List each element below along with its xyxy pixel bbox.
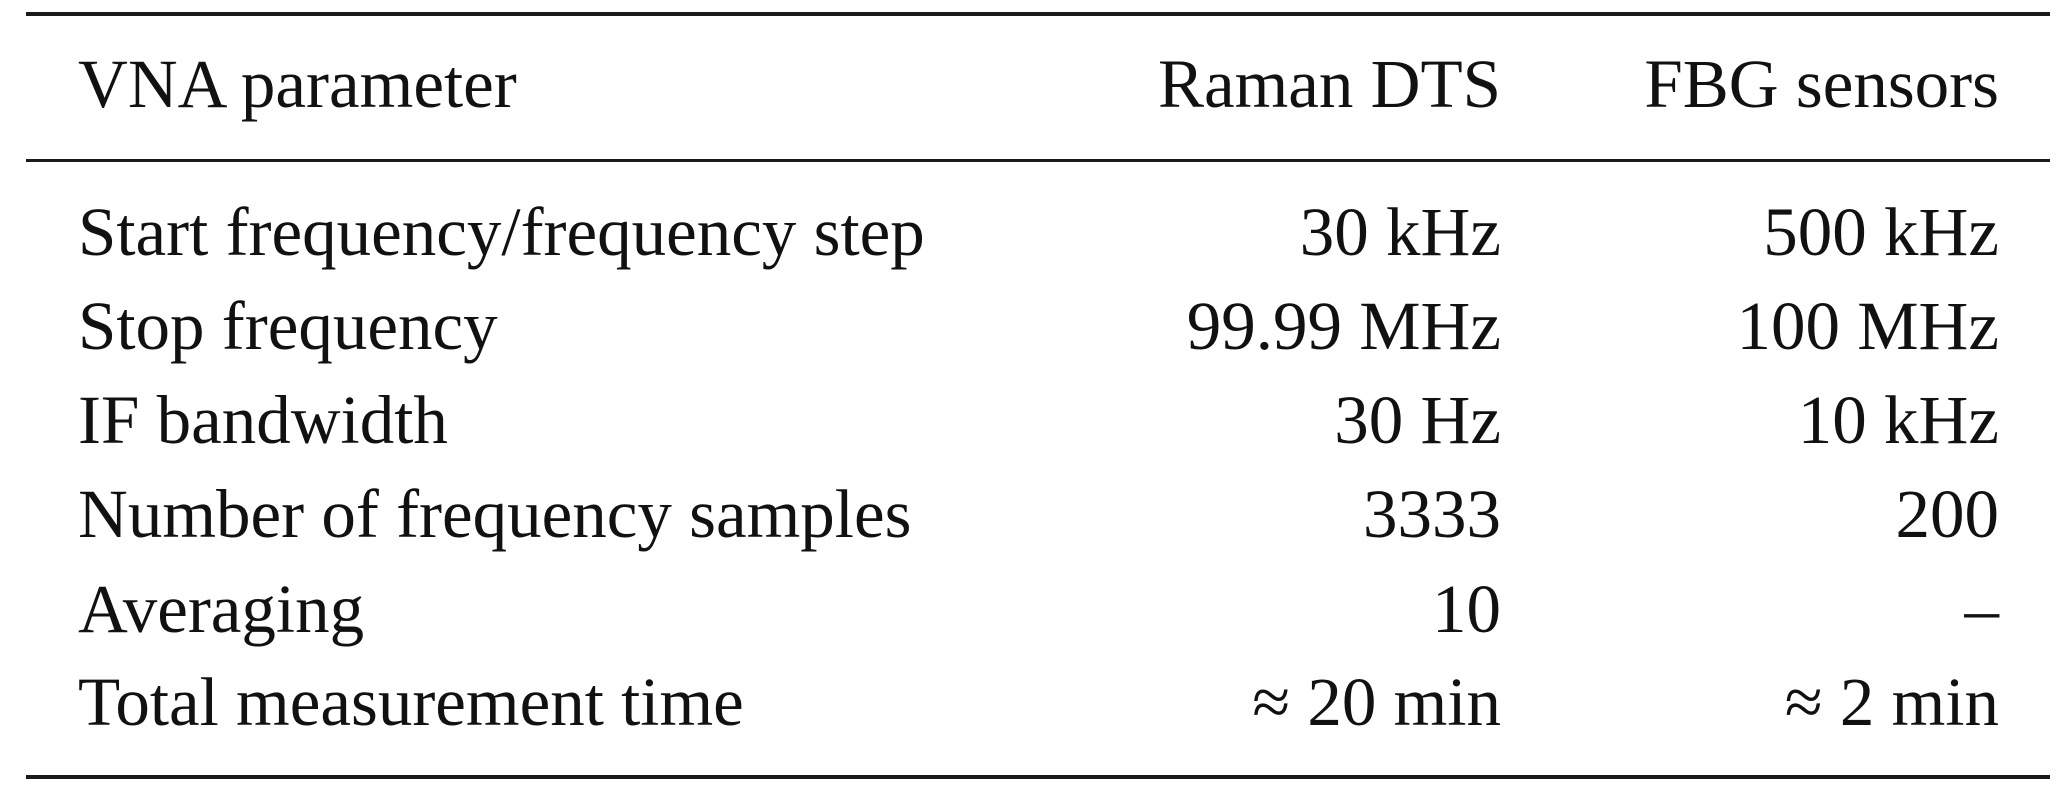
row-parameter-label: Stop frequency bbox=[78, 288, 498, 364]
row-parameter-label: Averaging bbox=[78, 571, 365, 647]
row-raman-value: 30 Hz bbox=[1334, 382, 1501, 458]
row-raman-value: 30 kHz bbox=[1299, 194, 1501, 270]
header-raman-dts: Raman DTS bbox=[1157, 46, 1501, 122]
row-parameter-label: Start frequency/frequency step bbox=[78, 194, 925, 270]
header-vna-parameter: VNA parameter bbox=[78, 46, 517, 122]
row-fbg-value: ≈ 2 min bbox=[1784, 664, 1999, 740]
row-fbg-value: 500 kHz bbox=[1763, 194, 1999, 270]
row-parameter-label: Number of frequency samples bbox=[78, 476, 912, 552]
table-header-rule bbox=[26, 159, 2050, 162]
row-fbg-value: – bbox=[1964, 571, 2000, 647]
row-fbg-value: 100 MHz bbox=[1736, 288, 1999, 364]
header-fbg-sensors: FBG sensors bbox=[1644, 46, 1999, 122]
row-parameter-label: IF bandwidth bbox=[78, 382, 448, 458]
row-raman-value: 99.99 MHz bbox=[1186, 288, 1501, 364]
row-parameter-label: Total measurement time bbox=[78, 664, 744, 740]
row-raman-value: 3333 bbox=[1363, 476, 1501, 552]
table-top-rule bbox=[26, 12, 2050, 16]
table-bottom-rule bbox=[26, 775, 2050, 779]
row-raman-value: 10 bbox=[1432, 571, 1501, 647]
row-fbg-value: 200 bbox=[1895, 476, 2000, 552]
row-fbg-value: 10 kHz bbox=[1797, 382, 1999, 458]
row-raman-value: ≈ 20 min bbox=[1252, 664, 1501, 740]
